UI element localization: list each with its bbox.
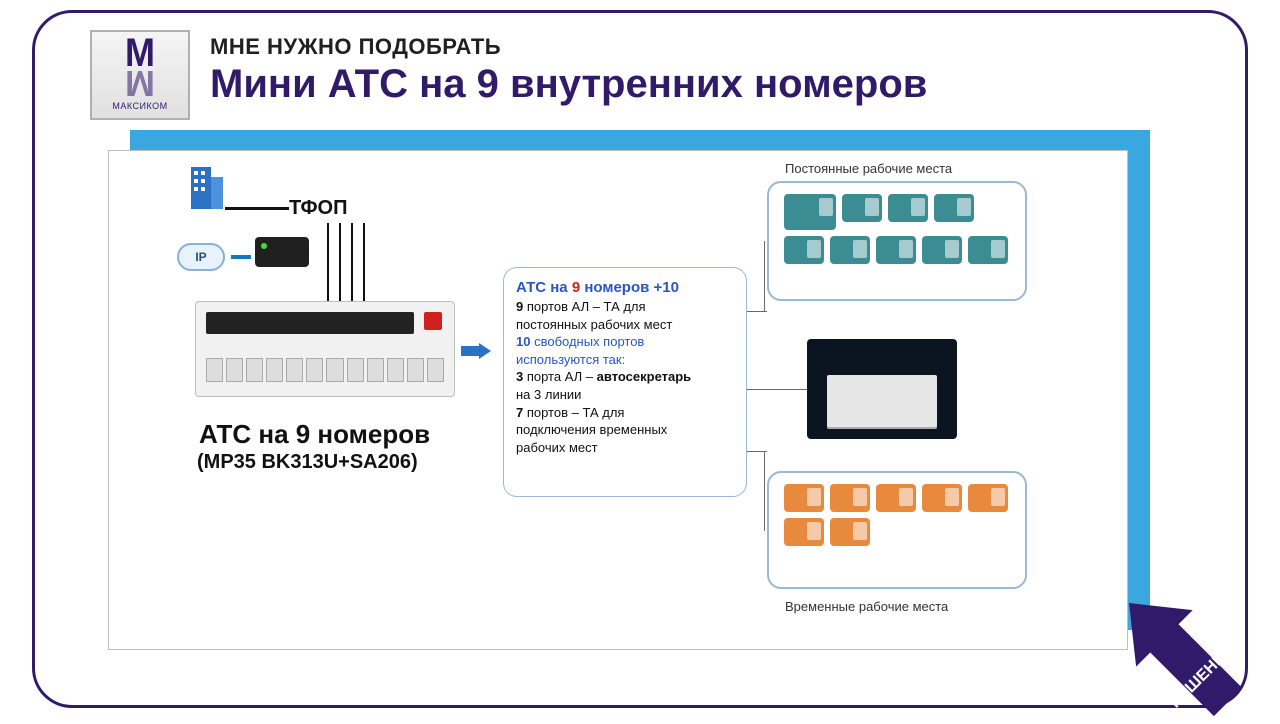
info-title: АТС на 9 номеров +10	[516, 278, 734, 298]
atc-title: АТС на 9 номеров	[199, 419, 430, 450]
connector	[747, 311, 767, 312]
top-group-label: Постоянные рабочие места	[785, 161, 952, 176]
t: 9	[572, 279, 580, 296]
phone-icon	[968, 236, 1008, 264]
phones-grid	[781, 481, 1013, 549]
phone-icon	[784, 518, 824, 546]
brand-logo: M M МАКСИКОМ	[90, 30, 190, 120]
t: АТС на	[516, 279, 572, 296]
trunk-line	[339, 223, 341, 303]
phone-icon	[830, 484, 870, 512]
phones-grid	[781, 191, 1013, 267]
trunk-line	[327, 223, 329, 303]
phone-icon	[876, 236, 916, 264]
building-icon	[185, 161, 225, 209]
phone-icon	[784, 194, 836, 230]
router-icon	[255, 237, 309, 267]
phone-icon	[830, 518, 870, 546]
phone-icon	[784, 484, 824, 512]
connector	[764, 241, 765, 311]
bottom-group-label: Временные рабочие места	[785, 599, 948, 614]
phone-icon	[842, 194, 882, 222]
kicker: МНЕ НУЖНО ПОДОБРАТЬ	[210, 34, 501, 60]
info-box: АТС на 9 номеров +10 9 портов АЛ – ТА дл…	[503, 267, 747, 497]
t: номеров +10	[580, 279, 679, 296]
trunk-line	[351, 223, 353, 303]
phone-icon	[830, 236, 870, 264]
phone-icon	[784, 236, 824, 264]
ip-text: IP	[195, 250, 206, 264]
ip-cloud-icon: IP	[177, 243, 225, 271]
phone-icon	[968, 484, 1008, 512]
info-line: 3 порта АЛ – автосекретарь на 3 линии	[516, 368, 734, 403]
connector	[747, 389, 807, 390]
phone-icon	[876, 484, 916, 512]
top-group	[767, 181, 1027, 301]
trunk-line	[363, 223, 365, 303]
info-line: 9 портов АЛ – ТА для постоянных рабочих …	[516, 298, 734, 333]
phone-icon	[934, 194, 974, 222]
connector	[764, 451, 765, 531]
bottom-group	[767, 471, 1027, 589]
tfop-connector	[225, 207, 289, 210]
solutions-arrow-icon[interactable]: РЕШЕНИЯ	[1100, 574, 1250, 724]
tfop-label: ТФОП	[289, 197, 347, 220]
page-title: Мини АТС на 9 внутренних номеров	[210, 62, 927, 107]
phone-icon	[888, 194, 928, 222]
info-line: 7 портов – ТА для подключения временных …	[516, 404, 734, 457]
logo-mark-mirror: M	[125, 68, 155, 97]
ip-connector	[231, 255, 251, 259]
atc-model: (MP35 BK313U+SA206)	[197, 451, 418, 474]
content-panel: ТФОП IP АТС на 9 номеров (MP35 BK313U+SA…	[108, 150, 1128, 650]
phone-icon	[922, 236, 962, 264]
phone-icon	[922, 484, 962, 512]
info-line: 10 свободных портов используются так:	[516, 333, 734, 368]
atc-device-icon	[195, 301, 455, 397]
arrow-right-icon	[461, 343, 491, 359]
mid-device-icon	[807, 339, 957, 439]
